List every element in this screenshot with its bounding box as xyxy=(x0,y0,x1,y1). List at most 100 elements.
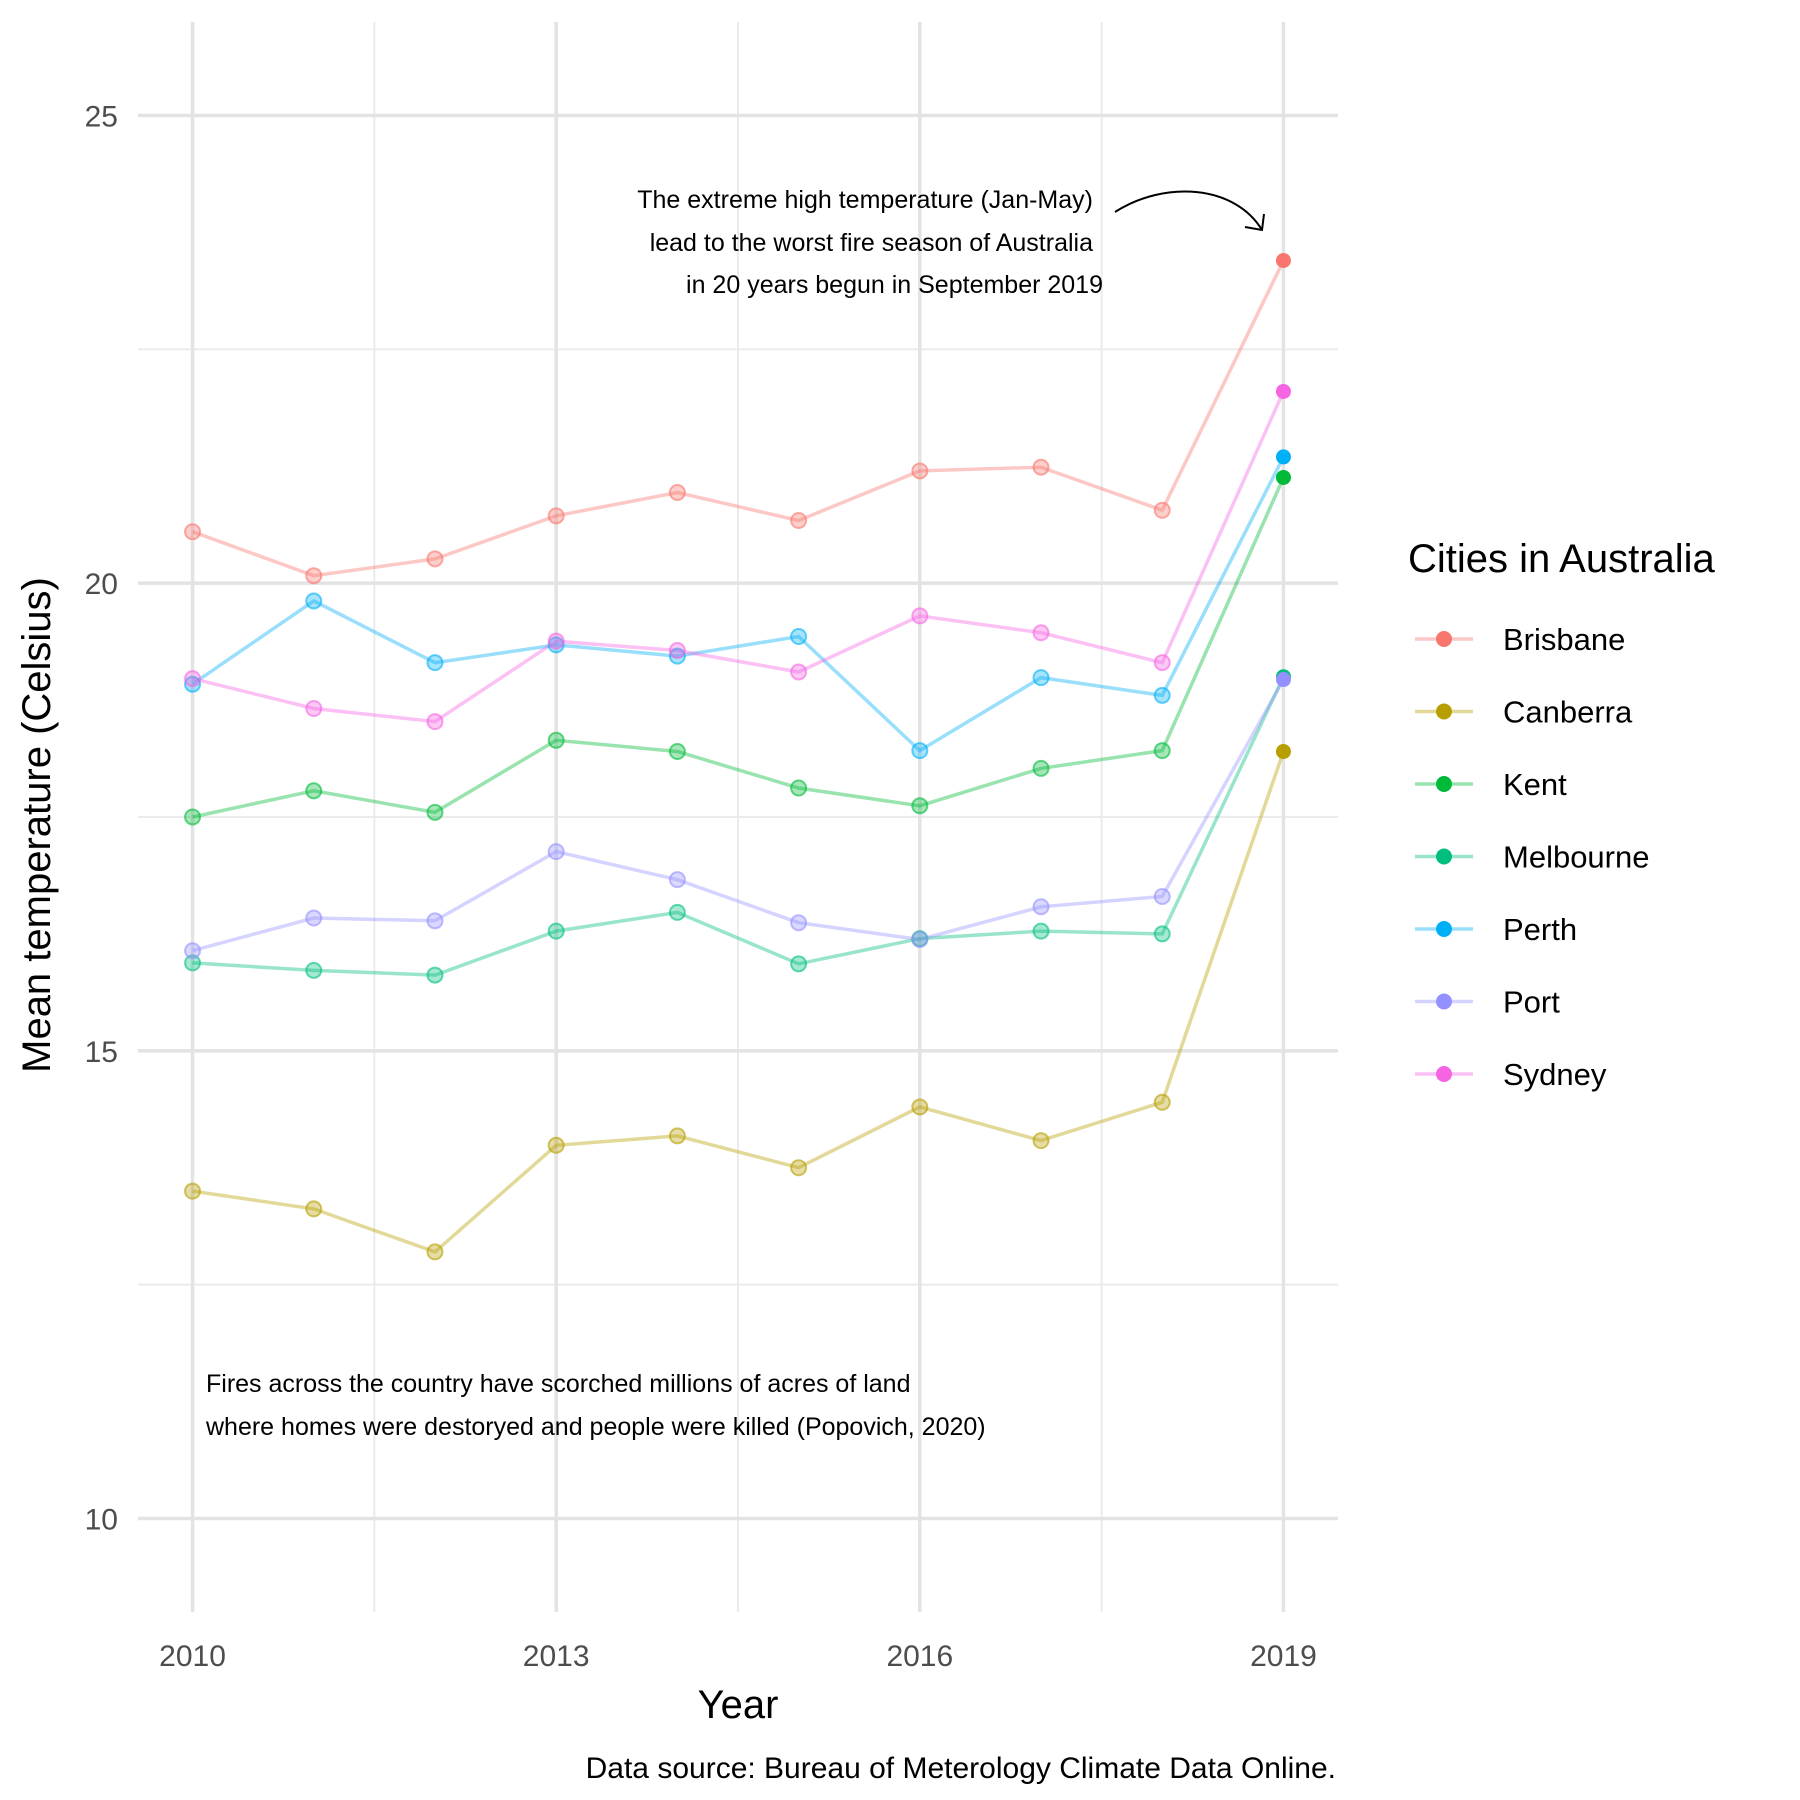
data-point-sydney xyxy=(1153,654,1171,672)
legend-key-point xyxy=(1436,631,1452,647)
y-tick-label: 20 xyxy=(85,568,118,601)
data-point-brisbane xyxy=(911,462,929,480)
data-point-brisbane xyxy=(305,567,323,585)
x-tick-label: 2019 xyxy=(1250,1640,1317,1673)
data-point-kent xyxy=(1153,742,1171,760)
data-point-sydney xyxy=(426,713,444,731)
y-tick-label: 25 xyxy=(85,101,118,134)
data-point-perth xyxy=(668,647,686,665)
legend-item-kent: Kent xyxy=(1415,767,1567,802)
data-point-perth xyxy=(184,675,202,693)
y-axis-ticks: 10 15 20 25 xyxy=(85,101,118,1537)
data-point-sydney xyxy=(1032,624,1050,642)
data-point-perth xyxy=(1275,449,1291,465)
data-point-melbourne xyxy=(1032,922,1050,940)
annotation-fire-season: The extreme high temperature (Jan-May) l… xyxy=(637,186,1265,299)
data-point-kent xyxy=(911,797,929,815)
legend-item-melbourne: Melbourne xyxy=(1415,840,1649,875)
legend-key-point xyxy=(1436,1066,1452,1082)
data-point-brisbane xyxy=(426,550,444,568)
data-point-melbourne xyxy=(668,903,686,921)
legend-key-point xyxy=(1436,993,1452,1010)
legend-label: Brisbane xyxy=(1503,622,1625,657)
x-tick-label: 2010 xyxy=(159,1640,226,1673)
annotation-line: where homes were destoryed and people we… xyxy=(205,1413,986,1441)
legend-label: Perth xyxy=(1503,912,1577,947)
legend-key-point xyxy=(1436,848,1452,865)
data-point-perth xyxy=(1032,669,1050,687)
data-point-canberra xyxy=(305,1200,323,1218)
series-line-port xyxy=(192,678,1286,953)
x-tick-label: 2013 xyxy=(523,1640,590,1673)
data-point-perth xyxy=(305,592,323,610)
data-point-port xyxy=(547,843,565,861)
annotation-arrow xyxy=(1114,190,1263,231)
legend-label: Kent xyxy=(1503,767,1567,802)
data-point-melbourne xyxy=(790,955,808,973)
annotation-arrowhead xyxy=(1244,213,1265,232)
data-point-port xyxy=(184,942,202,960)
legend-label: Port xyxy=(1503,985,1560,1020)
legend-key-point xyxy=(1436,921,1452,937)
data-point-brisbane xyxy=(790,512,808,530)
series-line-canberra xyxy=(192,750,1286,1254)
data-point-port xyxy=(1275,672,1291,688)
data-point-canberra xyxy=(426,1243,444,1261)
x-axis-ticks: 2010 2013 2016 2019 xyxy=(159,1640,1317,1673)
data-point-port xyxy=(305,909,323,927)
data-point-canberra xyxy=(790,1159,808,1177)
data-point-canberra xyxy=(1275,744,1291,760)
data-point-sydney xyxy=(1275,383,1291,399)
data-point-sydney xyxy=(547,632,565,650)
data-point-kent xyxy=(1032,759,1050,777)
data-point-port xyxy=(911,931,929,949)
legend-item-sydney: Sydney xyxy=(1415,1057,1607,1092)
annotation-fires: Fires across the country have scorched m… xyxy=(205,1370,986,1441)
legend-items: Brisbane Canberra Kent Melbourne Perth Port Sy… xyxy=(1415,622,1649,1092)
legend-item-port: Port xyxy=(1415,985,1560,1020)
data-point-kent xyxy=(790,779,808,797)
series-line-perth xyxy=(191,456,1286,753)
x-axis-title: Year xyxy=(698,1683,779,1727)
data-point-perth xyxy=(426,654,444,672)
data-point-canberra xyxy=(668,1127,686,1145)
data-point-kent xyxy=(1275,469,1291,485)
data-point-brisbane xyxy=(547,507,565,525)
legend-label: Canberra xyxy=(1503,695,1633,730)
legend-item-brisbane: Brisbane xyxy=(1415,622,1625,657)
data-point-port xyxy=(426,912,444,930)
data-point-melbourne xyxy=(1153,925,1171,943)
legend-item-perth: Perth xyxy=(1415,912,1577,947)
data-point-kent xyxy=(547,731,565,749)
data-point-canberra xyxy=(911,1098,929,1116)
data-point-perth xyxy=(911,742,929,760)
data-point-sydney xyxy=(668,642,686,660)
data-point-melbourne xyxy=(547,922,565,940)
series-line-sydney xyxy=(192,390,1286,724)
data-point-canberra xyxy=(1153,1093,1171,1111)
series-lines xyxy=(191,259,1286,1254)
legend-label: Melbourne xyxy=(1503,840,1649,875)
data-point-brisbane xyxy=(184,523,202,541)
data-point-kent xyxy=(668,743,686,761)
legend-item-canberra: Canberra xyxy=(1415,695,1633,730)
data-point-melbourne xyxy=(184,954,202,972)
data-point-canberra xyxy=(184,1182,202,1200)
caption: Data source: Bureau of Meterology Climat… xyxy=(586,1752,1336,1785)
data-point-port xyxy=(1153,888,1171,905)
data-point-sydney xyxy=(184,670,202,688)
annotation-line: Fires across the country have scorched m… xyxy=(206,1370,910,1398)
data-point-port xyxy=(1032,898,1050,916)
grid xyxy=(138,22,1338,1612)
data-point-perth xyxy=(790,627,808,645)
data-point-port xyxy=(668,871,686,889)
data-point-kent xyxy=(426,803,444,821)
series-points xyxy=(184,253,1291,1261)
legend-key-point xyxy=(1436,776,1452,792)
legend-key-point xyxy=(1436,703,1452,720)
data-point-brisbane xyxy=(1032,458,1050,476)
series-line-melbourne xyxy=(192,675,1286,977)
data-point-sydney xyxy=(790,663,808,681)
data-point-kent xyxy=(184,808,202,826)
